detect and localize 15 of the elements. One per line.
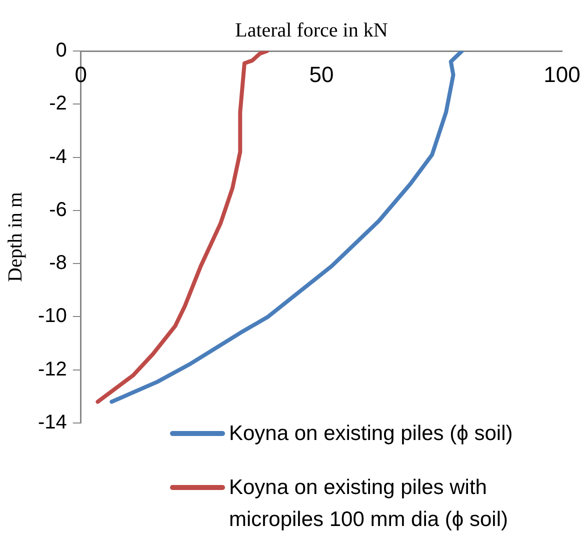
y-tick-label: -8 [49, 252, 67, 274]
y-axis-title: Depth in m [4, 192, 26, 282]
y-tick-label: 0 [56, 40, 67, 62]
x-tick-label: 100 [544, 62, 580, 88]
y-tick-label: -10 [38, 305, 67, 328]
x-tick-label: 0 [74, 62, 88, 88]
legend-label: Koyna on existing piles with micropiles 100 mm dia (ϕ soil) [229, 475, 509, 533]
y-tick-label: -4 [49, 146, 67, 168]
y-tick-label: -6 [49, 198, 67, 221]
y-tick-label: -12 [38, 358, 67, 380]
x-axis-title: Lateral force in kN [235, 19, 388, 42]
legend-label: Koyna on existing piles (ϕ soil) [229, 421, 514, 447]
x-tick-label: 50 [309, 62, 334, 88]
y-tick-label: -2 [49, 92, 67, 115]
y-tick-label: -14 [38, 412, 67, 434]
